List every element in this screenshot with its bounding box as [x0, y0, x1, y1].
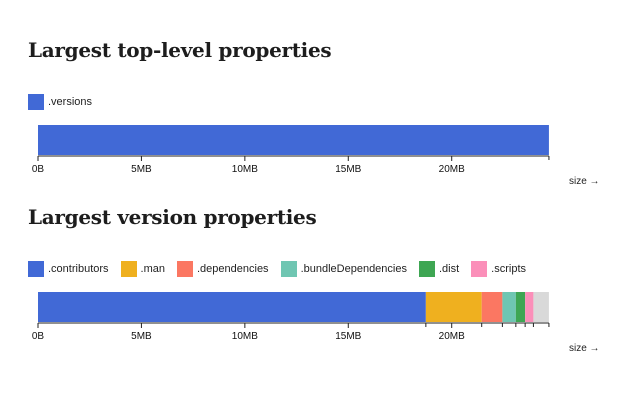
legend-item: .dist: [418, 261, 460, 277]
legend-label: .scripts: [491, 263, 527, 275]
legend-swatch: [28, 94, 44, 110]
x-axis-tick-label: 10MB: [232, 164, 258, 175]
legend-swatch: [471, 261, 488, 277]
bar-segment[interactable]: [525, 292, 534, 322]
legend-swatch: [418, 261, 435, 277]
chart-2-legend: .contributors .man .dependencies .bundleDep…: [28, 261, 526, 277]
bar-segment[interactable]: [502, 292, 516, 322]
legend-label: .bundleDependencies: [300, 263, 407, 275]
x-axis-tick-label: 15MB: [335, 331, 361, 342]
chart-2-title: Largest version properties: [28, 205, 317, 229]
chart-2-x-axis-label: size →: [569, 343, 600, 354]
bar-segment[interactable]: [515, 292, 526, 322]
bar-segment[interactable]: [38, 292, 426, 322]
chart-1-title: Largest top-level properties: [28, 38, 332, 62]
legend-swatch: [120, 261, 137, 277]
legend-swatch: [28, 261, 44, 277]
legend-item: .scripts: [471, 261, 526, 277]
x-axis-tick-label: 10MB: [232, 331, 258, 342]
legend-label: .man: [140, 263, 165, 275]
legend-item: .dependencies: [177, 261, 269, 277]
bar-segment[interactable]: [38, 125, 549, 155]
x-axis-tick-label: 0B: [32, 331, 45, 342]
legend-label: .contributors: [48, 263, 109, 275]
legend-item: .bundleDependencies: [280, 261, 407, 277]
legend-item: .contributors: [28, 261, 109, 277]
legend-label: .dist: [438, 263, 460, 275]
legend-label: .dependencies: [197, 263, 269, 275]
legend-item: .versions: [28, 94, 92, 110]
chart-1-x-axis-label: size →: [569, 176, 600, 187]
bar-segment[interactable]: [533, 292, 549, 322]
legend-swatch: [177, 261, 193, 277]
x-axis-tick-label: 5MB: [131, 331, 152, 342]
legend-swatch: [280, 261, 297, 277]
x-axis-tick-label: 0B: [32, 164, 45, 175]
legend-label: .versions: [48, 96, 93, 108]
x-axis-tick-label: 20MB: [439, 331, 465, 342]
bar-segment[interactable]: [481, 292, 503, 322]
chart-1-legend: .versions: [28, 94, 92, 110]
x-axis-tick-label: 5MB: [131, 164, 152, 175]
x-axis-tick-label: 15MB: [335, 164, 361, 175]
chart-1-plot: 0B 5MB 10MB 15MB 20MB: [32, 125, 550, 175]
bar-segment[interactable]: [425, 292, 482, 322]
legend-item: .man: [120, 261, 165, 277]
chart-2-plot: 0B 5MB 10MB 15MB 20MB: [32, 292, 550, 342]
x-axis-tick-label: 20MB: [439, 164, 465, 175]
